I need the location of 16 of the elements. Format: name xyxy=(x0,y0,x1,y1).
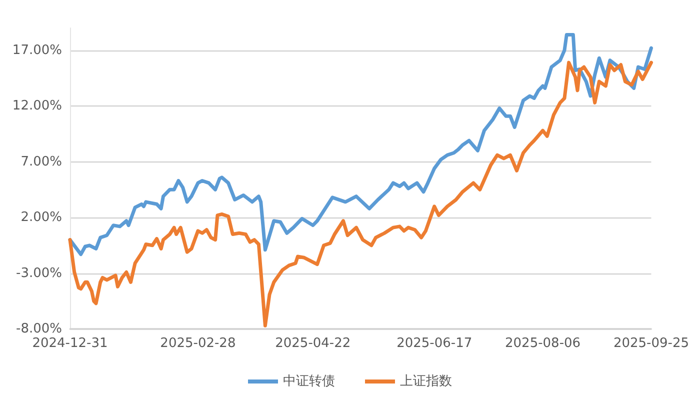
y-tick-label: 12.00% xyxy=(12,98,62,114)
x-tick-label: 2025-09-25 xyxy=(613,336,690,351)
legend-label: 上证指数 xyxy=(400,374,452,389)
x-tick-label: 2025-02-28 xyxy=(160,336,236,351)
x-tick-label: 2025-08-06 xyxy=(505,336,581,351)
y-tick-label: 7.00% xyxy=(20,154,62,170)
y-tick-label: 17.00% xyxy=(12,42,62,58)
x-tick-label: 2024-12-31 xyxy=(32,336,108,351)
y-tick-label: -3.00% xyxy=(16,266,62,281)
y-tick-label: -8.00% xyxy=(16,322,62,336)
x-tick-label: 2025-06-17 xyxy=(396,336,472,351)
legend-label: 中证转债 xyxy=(283,374,335,389)
line-series xyxy=(68,60,653,328)
y-tick-label: 2.00% xyxy=(20,210,62,226)
line-series xyxy=(68,32,653,256)
x-tick-label: 2025-04-22 xyxy=(275,336,351,351)
